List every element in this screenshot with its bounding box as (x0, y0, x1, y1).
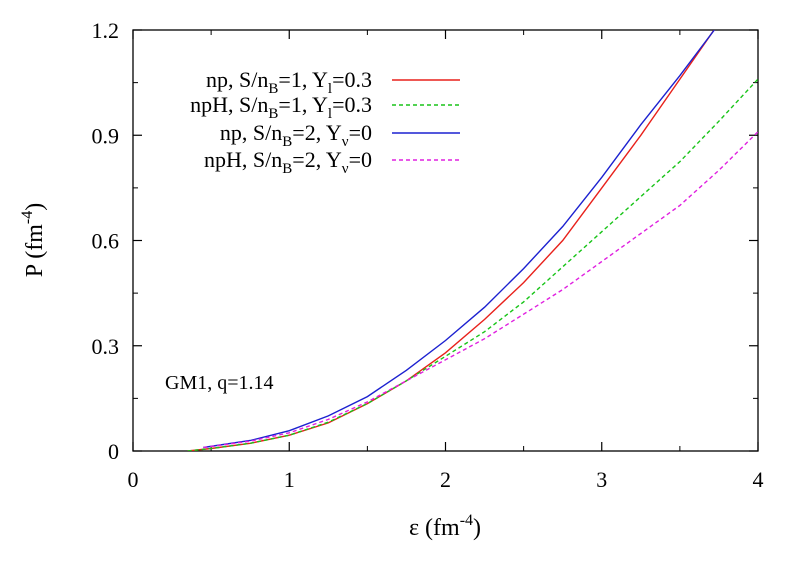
legend-label-3: npH, S/nB=2, Yν=0 (204, 147, 372, 177)
y-tick-label: 1.2 (92, 18, 120, 43)
x-tick-label: 3 (596, 467, 607, 492)
series-line-3 (203, 131, 758, 449)
y-tick-label: 0.3 (92, 334, 120, 359)
legend-label-1: npH, S/nB=1, Yl=0.3 (190, 92, 372, 122)
y-tick-label: 0 (108, 439, 119, 464)
legend-label-2: np, S/nB=2, Yν=0 (220, 120, 372, 150)
y-axis-label: P (fm-4) (19, 203, 48, 277)
y-tick-label: 0.6 (92, 229, 120, 254)
annotation-model: GM1, q=1.14 (165, 372, 274, 394)
x-tick-label: 1 (284, 467, 295, 492)
x-tick-label: 0 (128, 467, 139, 492)
series-lines (187, 30, 758, 451)
y-tick-label: 0.9 (92, 123, 120, 148)
tick-labels: 0 1 2 3 4 0 0.3 0.6 0.9 1.2 (92, 18, 764, 492)
series-line-1 (187, 78, 758, 451)
series-line-2 (203, 30, 715, 449)
axis-ticks (132, 29, 759, 452)
series-line-0 (187, 30, 715, 451)
legend: np, S/nB=1, Yl=0.3 npH, S/nB=1, Yl=0.3 n… (190, 67, 460, 177)
x-tick-label: 4 (753, 467, 764, 492)
x-tick-label: 2 (440, 467, 451, 492)
x-axis-label: ε (fm-4) (409, 512, 481, 541)
